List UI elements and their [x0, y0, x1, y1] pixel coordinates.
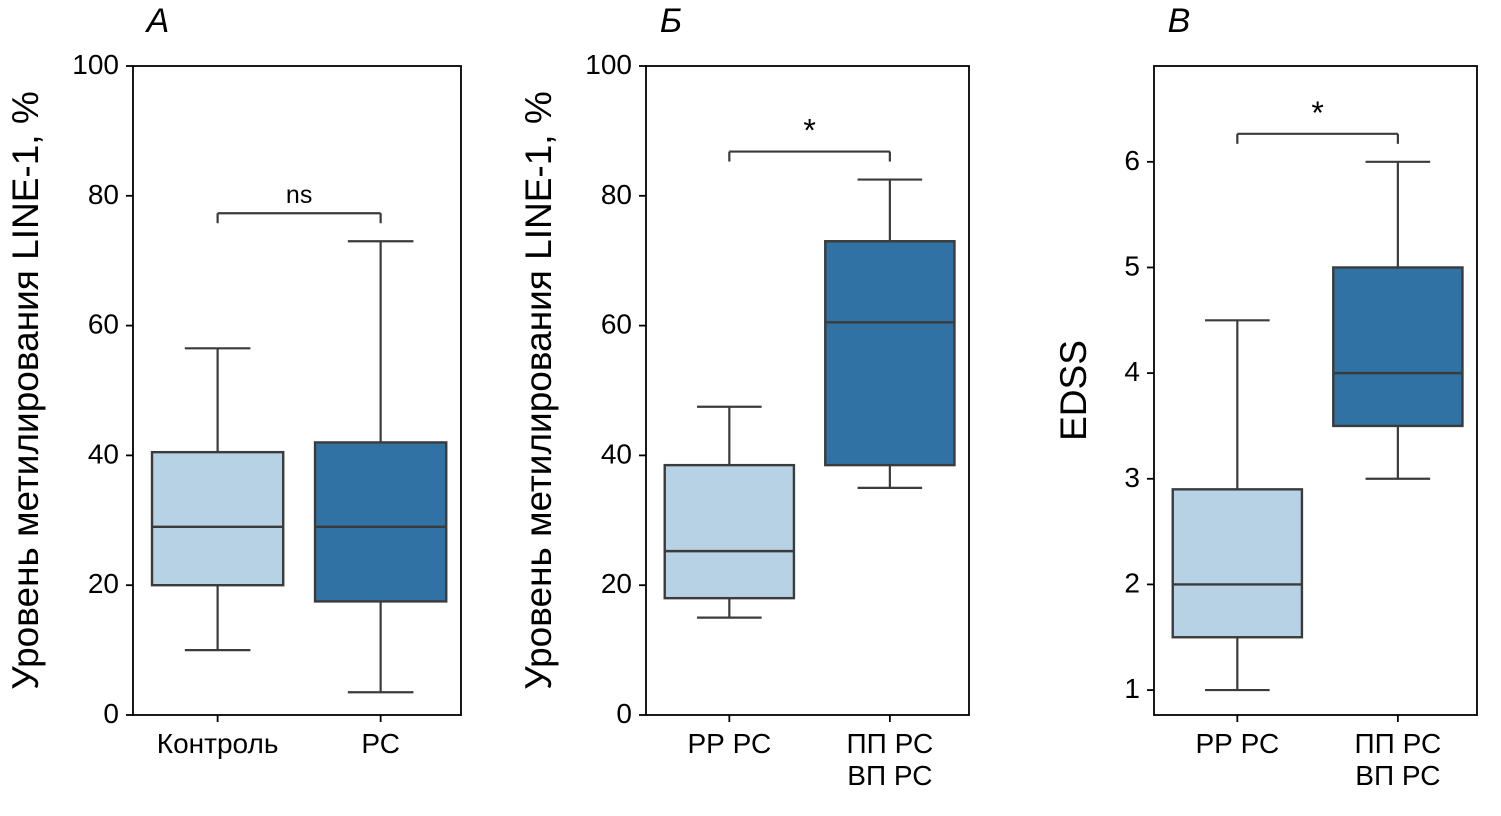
- svg-text:ПП РС: ПП РС: [1355, 728, 1442, 759]
- svg-text:ns: ns: [286, 181, 312, 209]
- svg-text:40: 40: [88, 438, 119, 469]
- svg-text:6: 6: [1124, 145, 1140, 176]
- svg-text:ВП РС: ВП РС: [1355, 760, 1440, 791]
- svg-text:2: 2: [1124, 567, 1140, 598]
- svg-text:РС: РС: [361, 728, 400, 759]
- svg-text:4: 4: [1124, 356, 1140, 387]
- svg-text:100: 100: [72, 49, 119, 80]
- svg-text:20: 20: [88, 568, 119, 599]
- svg-text:3: 3: [1124, 462, 1140, 493]
- svg-text:РР РС: РР РС: [687, 728, 771, 759]
- svg-text:EDSS: EDSS: [1053, 340, 1094, 441]
- svg-text:Контроль: Контроль: [157, 728, 279, 759]
- svg-text:ПП РС: ПП РС: [847, 728, 934, 759]
- svg-text:РР РС: РР РС: [1195, 728, 1279, 759]
- svg-text:В: В: [1168, 2, 1191, 40]
- svg-text:0: 0: [103, 698, 119, 729]
- svg-text:100: 100: [585, 49, 632, 80]
- svg-text:0: 0: [616, 698, 632, 729]
- svg-text:*: *: [1311, 95, 1323, 131]
- svg-text:80: 80: [88, 179, 119, 210]
- svg-text:60: 60: [88, 309, 119, 340]
- svg-text:1: 1: [1124, 673, 1140, 704]
- svg-text:20: 20: [601, 568, 632, 599]
- svg-text:Уровень метилирования LINE-1,: Уровень метилирования LINE-1, %: [518, 91, 559, 689]
- svg-text:60: 60: [601, 309, 632, 340]
- svg-text:5: 5: [1124, 250, 1140, 281]
- svg-text:80: 80: [601, 179, 632, 210]
- svg-text:Уровень метилирования LINE-1,: Уровень метилирования LINE-1, %: [5, 91, 46, 689]
- svg-text:40: 40: [601, 438, 632, 469]
- svg-text:Б: Б: [660, 2, 682, 40]
- svg-text:A: A: [145, 2, 170, 40]
- svg-text:ВП РС: ВП РС: [847, 760, 932, 791]
- svg-text:*: *: [803, 113, 815, 149]
